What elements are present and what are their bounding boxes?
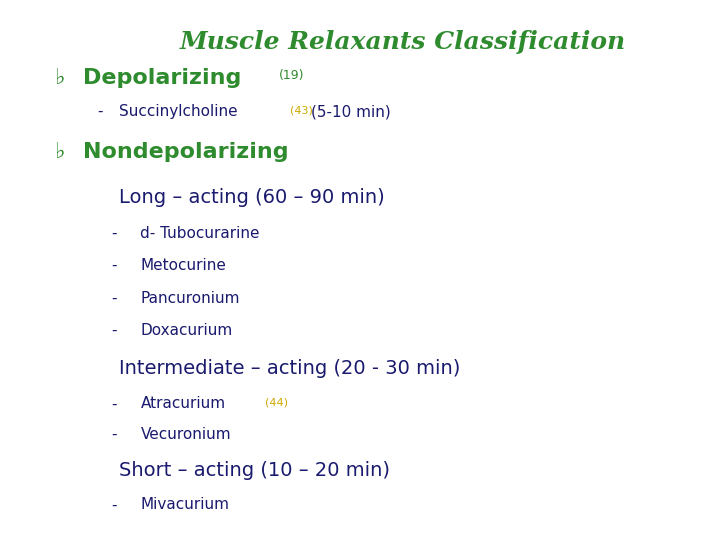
- Text: (5-10 min): (5-10 min): [311, 104, 391, 119]
- Text: Metocurine: Metocurine: [140, 258, 226, 273]
- Text: Mivacurium: Mivacurium: [140, 497, 230, 512]
- Text: -: -: [112, 226, 117, 241]
- Text: Pancuronium: Pancuronium: [140, 291, 240, 306]
- Text: -: -: [112, 323, 117, 338]
- Text: (43): (43): [290, 105, 313, 115]
- Text: Short – acting (10 – 20 min): Short – acting (10 – 20 min): [119, 461, 390, 481]
- Text: (44): (44): [265, 397, 288, 407]
- Text: Long – acting (60 – 90 min): Long – acting (60 – 90 min): [119, 187, 384, 207]
- Text: ♭: ♭: [54, 142, 65, 163]
- Text: Doxacurium: Doxacurium: [140, 323, 233, 338]
- Text: Nondepolarizing: Nondepolarizing: [83, 142, 289, 163]
- Text: -: -: [112, 258, 117, 273]
- Text: -: -: [112, 396, 117, 411]
- Text: -: -: [112, 291, 117, 306]
- Text: Depolarizing: Depolarizing: [83, 68, 241, 89]
- Text: -: -: [112, 427, 117, 442]
- Text: Vecuronium: Vecuronium: [140, 427, 231, 442]
- Text: Atracurium: Atracurium: [140, 396, 225, 411]
- Text: -: -: [112, 497, 117, 512]
- Text: ♭: ♭: [54, 68, 65, 89]
- Text: (19): (19): [279, 69, 305, 82]
- Text: d- Tubocurarine: d- Tubocurarine: [140, 226, 260, 241]
- Text: -: -: [97, 104, 103, 119]
- Text: Intermediate – acting (20 - 30 min): Intermediate – acting (20 - 30 min): [119, 359, 460, 378]
- Text: Muscle Relaxants Classification: Muscle Relaxants Classification: [180, 30, 626, 53]
- Text: Succinylcholine: Succinylcholine: [119, 104, 238, 119]
